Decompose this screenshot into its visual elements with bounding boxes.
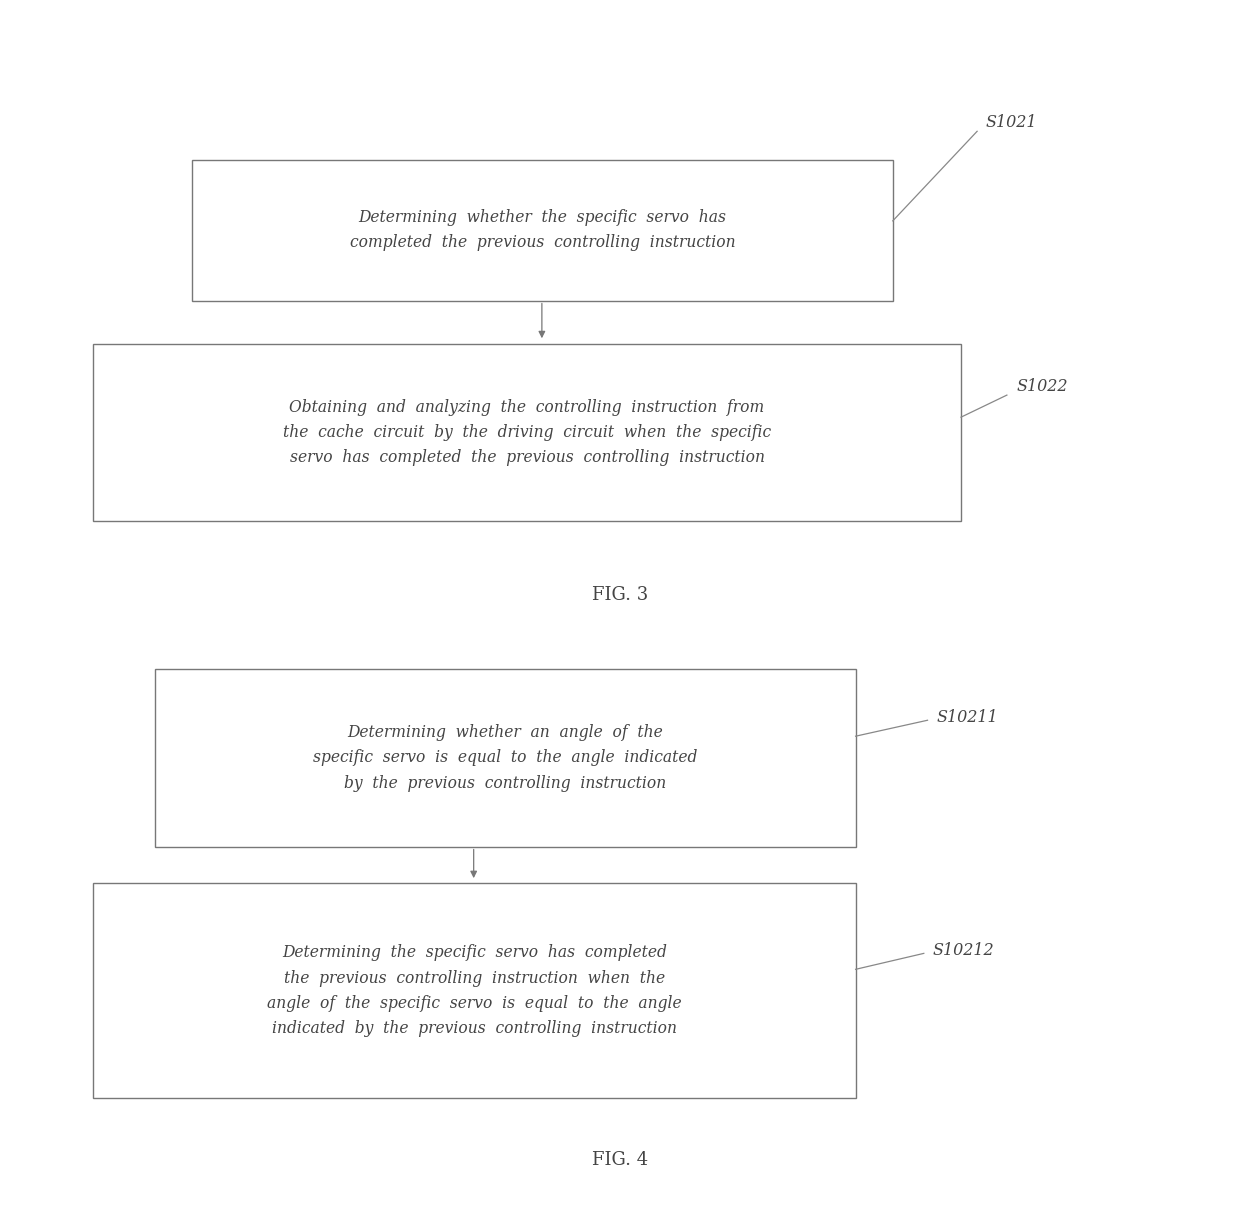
Bar: [93, 883, 856, 1098]
Text: Determining  the  specific  servo  has  completed
the  previous  controlling  in: Determining the specific servo has compl…: [267, 944, 682, 1038]
Text: S1022: S1022: [1017, 378, 1069, 395]
Text: Determining  whether  an  angle  of  the
specific  servo  is  equal  to  the  an: Determining whether an angle of the spec…: [314, 724, 697, 791]
Text: Obtaining  and  analyzing  the  controlling  instruction  from
the  cache  circu: Obtaining and analyzing the controlling …: [283, 399, 771, 466]
Text: S10212: S10212: [932, 942, 994, 960]
Bar: [93, 344, 961, 521]
Text: Determining  whether  the  specific  servo  has
completed  the  previous  contro: Determining whether the specific servo h…: [350, 209, 735, 252]
Bar: [192, 160, 893, 301]
Bar: [155, 669, 856, 847]
Text: S10211: S10211: [936, 709, 998, 726]
Text: FIG. 4: FIG. 4: [591, 1151, 649, 1168]
Text: S1021: S1021: [986, 114, 1038, 131]
Text: FIG. 3: FIG. 3: [591, 587, 649, 604]
